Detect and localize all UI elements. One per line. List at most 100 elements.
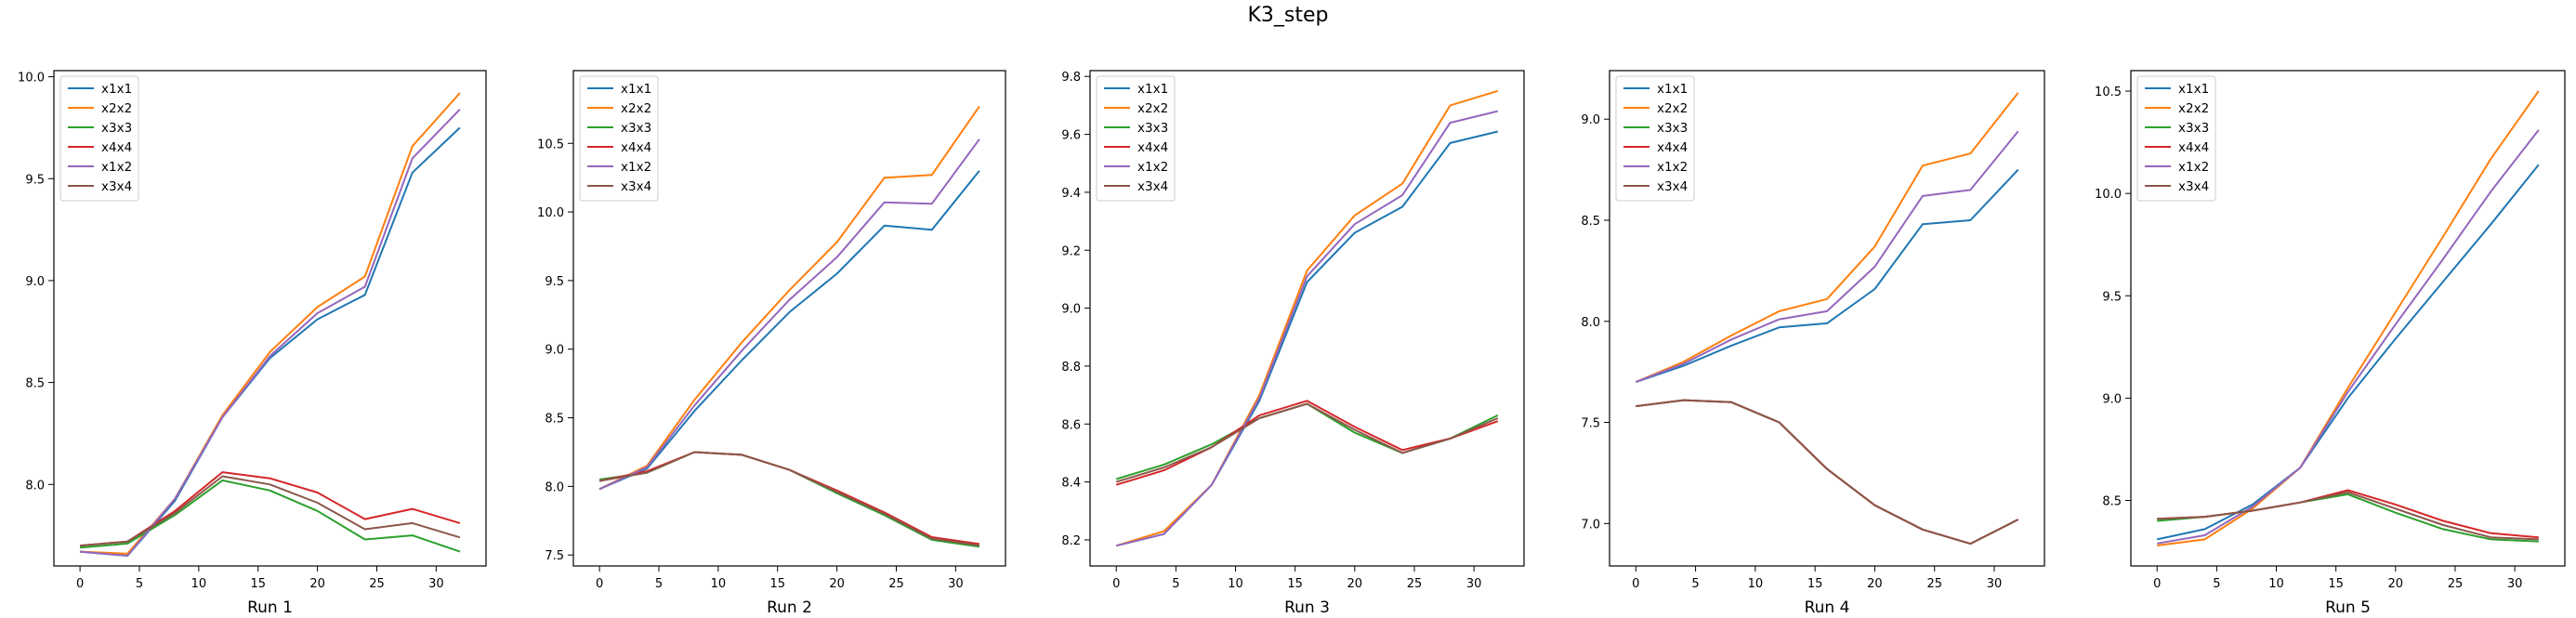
- legend: x1x1 x2x2 x3x3 x4x4 x1x2 x3x4: [59, 75, 139, 202]
- series-line-x3x3: [1636, 399, 2019, 546]
- legend-label-x3x4: x3x4: [621, 179, 651, 194]
- legend-label-x3x3: x3x3: [1657, 121, 1688, 136]
- x-tick-label: 30: [2507, 577, 2523, 591]
- y-tick-label: 7.0: [1581, 518, 1600, 532]
- y-tick-label: 8.5: [545, 413, 564, 427]
- legend-label-x4x4: x4x4: [1137, 140, 1168, 155]
- legend-label-x3x4: x3x4: [2178, 179, 2209, 194]
- subplot-2: 0 5 10 15 20 25 30 7.5 8.0 8.5 9.0 9.5 10.0 10.5 Run 2…: [537, 70, 1006, 617]
- y-tick-label: 8.2: [1061, 534, 1081, 548]
- x-tick-label: 10: [1748, 577, 1764, 591]
- y-tick-label: 8.5: [2102, 495, 2122, 509]
- x-axis-label: Run 5: [2325, 598, 2371, 617]
- y-tick-label: 8.0: [545, 480, 564, 494]
- y-tick-label: 8.5: [1581, 215, 1600, 229]
- subplot-1: 0 5 10 15 20 25 30 8.0 8.5 9.0 9.5 10.0 Run 1 x1x1 x2x…: [18, 70, 487, 617]
- x-tick-label: 0: [1112, 577, 1120, 591]
- series-line-x2x2: [598, 105, 980, 491]
- series-line-x1x2: [1115, 110, 1499, 547]
- x-axis-label: Run 2: [767, 598, 812, 617]
- legend-label-x1x1: x1x1: [1657, 82, 1688, 97]
- legend-label-x3x3: x3x3: [621, 121, 651, 136]
- x-tick-label: 30: [1466, 577, 1482, 591]
- legend-label-x3x3: x3x3: [2178, 121, 2209, 136]
- legend-label-x4x4: x4x4: [621, 140, 651, 155]
- plot-frame: [1089, 70, 1525, 567]
- x-tick-label: 25: [2448, 577, 2464, 591]
- legend-label-x4x4: x4x4: [101, 140, 132, 155]
- y-tick-label: 8.5: [25, 377, 45, 391]
- plot-frame: [1609, 70, 2045, 567]
- x-tick-label: 0: [2153, 577, 2161, 591]
- x-tick-label: 15: [2328, 577, 2344, 591]
- y-tick-label: 9.0: [545, 344, 564, 358]
- legend-label-x1x2: x1x2: [1657, 160, 1688, 175]
- y-tick-label: 9.0: [1581, 113, 1600, 127]
- y-tick-label: 10.0: [2095, 188, 2122, 202]
- legend: x1x1 x2x2 x3x3 x4x4 x1x2 x3x4: [1096, 75, 1176, 202]
- legend-label-x3x4: x3x4: [101, 179, 132, 194]
- y-tick-label: 8.0: [1581, 316, 1600, 330]
- subplot-5: 0 5 10 15 20 25 30 8.5 9.0 9.5 10.0 10.5 Run 5 x1x1 x2…: [2095, 70, 2566, 617]
- y-tick-label: 9.5: [545, 275, 564, 289]
- y-tick-label: 9.5: [2102, 290, 2122, 304]
- legend-label-x3x4: x3x4: [1137, 179, 1168, 194]
- x-tick-label: 25: [1407, 577, 1423, 591]
- x-tick-label: 30: [428, 577, 444, 591]
- y-tick-label: 8.6: [1061, 418, 1081, 432]
- x-tick-label: 20: [829, 577, 845, 591]
- y-tick-label: 9.8: [1061, 71, 1081, 85]
- legend-label-x2x2: x2x2: [1137, 101, 1168, 116]
- x-tick-label: 25: [888, 577, 904, 591]
- legend-label-x1x2: x1x2: [621, 160, 651, 175]
- x-tick-label: 25: [369, 577, 385, 591]
- series-line-x4x4: [1115, 400, 1499, 486]
- y-tick-label: 7.5: [1581, 417, 1600, 431]
- x-tick-label: 25: [1926, 577, 1942, 591]
- x-tick-label: 30: [1987, 577, 2003, 591]
- x-tick-label: 20: [1867, 577, 1883, 591]
- y-tick-label: 9.4: [1061, 187, 1081, 201]
- legend-label-x1x2: x1x2: [1137, 160, 1168, 175]
- subplot-3: 0 5 10 15 20 25 30 8.2 8.4 8.6 8.8 9.0 9.2 9.4 9.6 9.8 R…: [1061, 70, 1525, 617]
- legend-label-x1x1: x1x1: [621, 82, 651, 97]
- series-line-x3x3: [80, 479, 461, 553]
- y-tick-label: 10.5: [2095, 85, 2122, 99]
- series-line-x1x1: [598, 170, 980, 491]
- legend: x1x1 x2x2 x3x3 x4x4 x1x2 x3x4: [579, 75, 659, 202]
- legend-label-x1x1: x1x1: [2178, 82, 2209, 97]
- series-line-x4x4: [1636, 399, 2019, 546]
- x-tick-label: 0: [596, 577, 603, 591]
- y-tick-label: 10.0: [18, 72, 45, 85]
- y-tick-label: 9.2: [1061, 244, 1081, 258]
- legend-label-x1x1: x1x1: [1137, 82, 1168, 97]
- plot-frame: [2130, 70, 2566, 567]
- x-tick-label: 5: [2213, 577, 2220, 591]
- x-tick-label: 10: [2268, 577, 2284, 591]
- plot-frame: [53, 70, 487, 567]
- legend: x1x1 x2x2 x3x3 x4x4 x1x2 x3x4: [2136, 75, 2216, 202]
- x-tick-label: 0: [1632, 577, 1639, 591]
- legend-label-x2x2: x2x2: [101, 101, 132, 116]
- figure-title: K3_step: [1247, 4, 1329, 27]
- y-tick-label: 9.0: [2102, 392, 2122, 406]
- y-tick-label: 8.8: [1061, 361, 1081, 375]
- series-line-x3x4: [2157, 491, 2539, 541]
- series-line-x3x4: [1115, 402, 1499, 483]
- x-tick-label: 5: [655, 577, 663, 591]
- y-tick-label: 8.4: [1061, 477, 1081, 491]
- legend-label-x1x1: x1x1: [101, 82, 132, 97]
- legend-label-x2x2: x2x2: [2178, 101, 2209, 116]
- legend-label-x4x4: x4x4: [1657, 140, 1688, 155]
- x-tick-label: 15: [769, 577, 785, 591]
- x-tick-label: 20: [309, 577, 325, 591]
- x-tick-label: 20: [2388, 577, 2404, 591]
- x-tick-label: 5: [1172, 577, 1179, 591]
- series-line-x3x4: [1636, 399, 2019, 546]
- series-line-x1x2: [80, 109, 461, 557]
- x-tick-label: 15: [250, 577, 266, 591]
- series-line-x2x2: [2157, 90, 2540, 546]
- x-tick-label: 10: [711, 577, 727, 591]
- x-tick-label: 10: [191, 577, 207, 591]
